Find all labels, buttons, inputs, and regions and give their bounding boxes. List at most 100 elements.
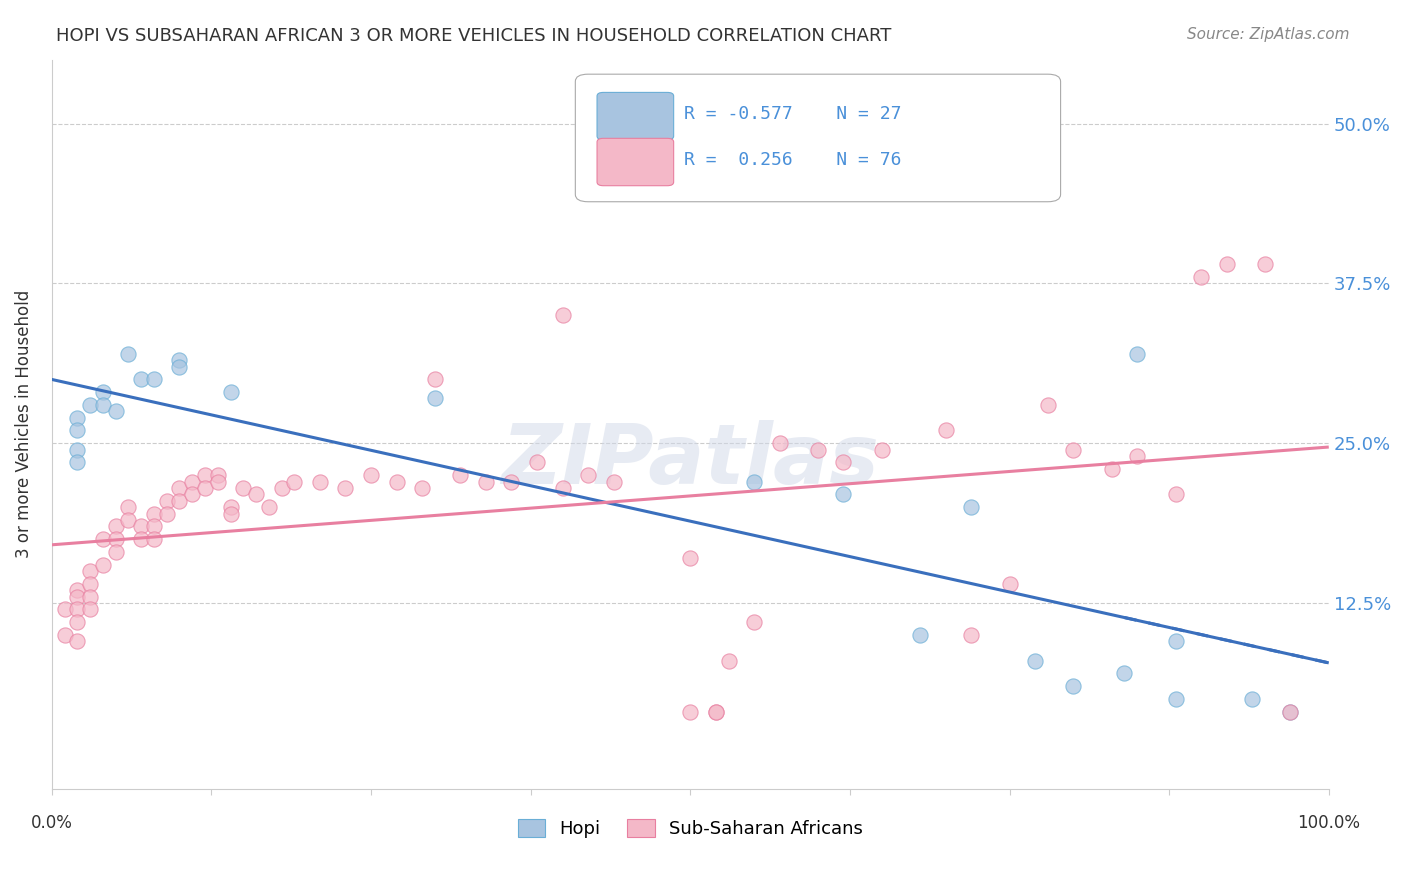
Point [117,347,139,361]
Point [129,372,152,386]
FancyBboxPatch shape [598,93,673,140]
Legend: Hopi, Sub-Saharan Africans: Hopi, Sub-Saharan Africans [510,812,870,845]
Point [832,487,855,501]
Point [117,513,139,527]
Point [807,442,830,457]
Point [270,481,292,495]
FancyBboxPatch shape [575,74,1060,202]
Point [194,481,217,495]
Point [181,475,204,489]
Point [1024,654,1046,668]
Point [679,705,702,719]
Point [129,519,152,533]
Point [129,532,152,546]
Point [998,577,1021,591]
Point [79,564,101,578]
Point [1279,705,1302,719]
Point [960,500,983,515]
Point [91,532,114,546]
Point [169,493,191,508]
Point [181,487,204,501]
Text: R =  0.256    N = 76: R = 0.256 N = 76 [683,151,901,169]
Point [1164,487,1187,501]
Point [1164,634,1187,648]
Point [66,590,89,604]
Text: HOPI VS SUBSAHARAN AFRICAN 3 OR MORE VEHICLES IN HOUSEHOLD CORRELATION CHART: HOPI VS SUBSAHARAN AFRICAN 3 OR MORE VEH… [56,27,891,45]
Point [283,475,305,489]
Point [53,602,76,616]
Point [1215,257,1237,271]
Point [66,602,89,616]
Point [219,385,242,400]
Text: Source: ZipAtlas.com: Source: ZipAtlas.com [1187,27,1350,42]
Point [66,410,89,425]
Point [219,500,242,515]
Point [1254,257,1277,271]
Point [104,532,127,546]
Point [156,507,179,521]
Point [1126,449,1149,463]
Point [423,372,446,386]
Point [475,475,498,489]
Point [53,628,76,642]
Point [1036,398,1059,412]
Point [1189,270,1212,285]
Point [449,468,471,483]
Point [207,468,229,483]
Point [66,615,89,630]
Point [526,455,548,469]
Point [91,558,114,572]
Point [704,705,727,719]
Text: R = -0.577    N = 27: R = -0.577 N = 27 [683,105,901,123]
Point [385,475,408,489]
Point [551,309,574,323]
Point [219,507,242,521]
Point [104,404,127,418]
Point [232,481,254,495]
Point [207,475,229,489]
Point [1062,679,1084,693]
Point [1126,347,1149,361]
Point [142,532,165,546]
Point [91,398,114,412]
Point [1062,442,1084,457]
Point [679,551,702,566]
Point [769,436,792,450]
Point [169,481,191,495]
Point [360,468,382,483]
Point [142,519,165,533]
Point [908,628,931,642]
FancyBboxPatch shape [598,138,673,186]
Point [66,583,89,598]
Point [742,615,765,630]
Point [245,487,267,501]
Point [1101,462,1123,476]
Point [194,468,217,483]
Point [832,455,855,469]
Point [576,468,599,483]
Point [742,475,765,489]
Point [1164,692,1187,706]
Point [551,481,574,495]
Point [1279,705,1302,719]
Point [1114,666,1136,681]
Point [870,442,893,457]
Point [142,372,165,386]
Text: 0.0%: 0.0% [31,814,73,832]
Point [79,602,101,616]
Point [602,475,624,489]
Point [91,385,114,400]
Point [717,654,740,668]
Point [169,359,191,374]
Point [704,705,727,719]
Point [335,481,357,495]
Point [423,392,446,406]
Point [79,590,101,604]
Text: 100.0%: 100.0% [1298,814,1360,832]
Text: ZIPatlas: ZIPatlas [502,420,879,501]
Point [142,507,165,521]
Point [257,500,280,515]
Point [66,455,89,469]
Point [309,475,332,489]
Point [169,353,191,368]
